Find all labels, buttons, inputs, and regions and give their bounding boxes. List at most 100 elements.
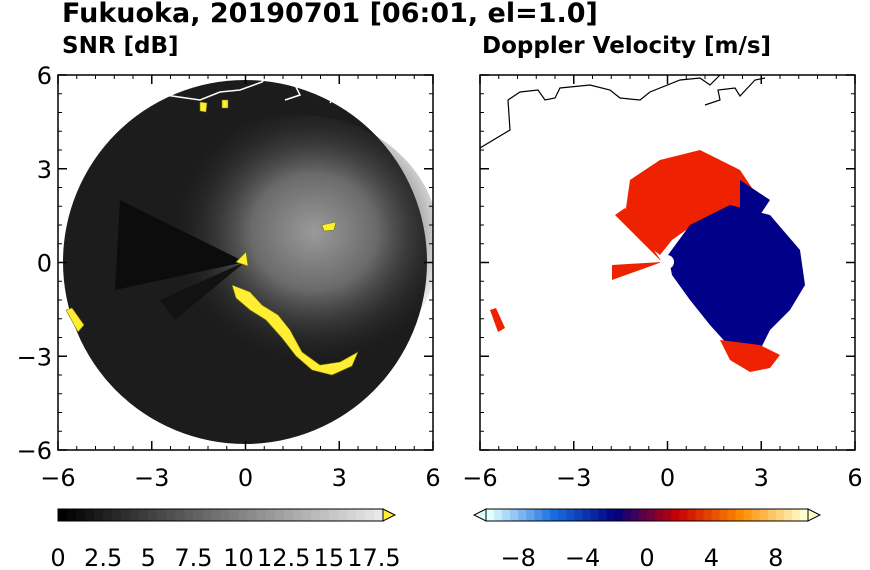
snr-colorbar-segment: [76, 509, 86, 521]
snr-shadow-sector: [115, 200, 245, 290]
snr-colorbar-segment: [67, 509, 77, 521]
velocity-positive-speckle: [720, 340, 780, 372]
snr-colorbar-segment: [121, 509, 131, 521]
snr-colorbar-segment: [337, 509, 348, 521]
snr-colorbar-segment: [130, 509, 140, 521]
velocity-colorbar-tick-label: 8: [768, 544, 783, 570]
velocity-colorbar-segment: [647, 509, 656, 521]
velocity-colorbar-segment: [494, 509, 503, 521]
velocity-positive-sector: [612, 262, 662, 280]
velocity-colorbar-extend-min: [472, 508, 487, 522]
velocity-colorbar-segment: [590, 509, 600, 521]
snr-colorbar-extend-arrow: [382, 508, 397, 522]
velocity-plot: [480, 75, 805, 372]
snr-colorbar-segment: [373, 509, 384, 521]
velocity-colorbar-tick-label: 0: [639, 544, 654, 570]
snr-colorbar-segment: [175, 509, 185, 521]
snr-colorbar-tick-label: 10: [223, 544, 254, 570]
velocity-negative-patch: [740, 180, 770, 215]
snr-colorbar-segment: [157, 509, 167, 521]
velocity-colorbar-segment: [743, 509, 753, 521]
snr-colorbar-tick-label: 12.5: [257, 544, 310, 570]
velocity-x-tick-label: −6: [462, 464, 497, 492]
velocity-colorbar-segment: [735, 509, 745, 521]
velocity-colorbar-extend-max: [807, 508, 822, 522]
snr-colorbar-segment: [346, 509, 357, 521]
snr-colorbar-segment: [139, 509, 149, 521]
velocity-colorbar-segment: [486, 509, 495, 521]
snr-colorbar-segment: [256, 509, 267, 521]
snr-colorbar-segment: [265, 509, 276, 521]
snr-colorbar-segment: [94, 509, 104, 521]
snr-panel-title: SNR [dB]: [62, 33, 179, 59]
velocity-positive-sector-2: [615, 208, 662, 262]
velocity-colorbar-tick-label: 4: [704, 544, 719, 570]
snr-shadow-sector-2: [160, 262, 245, 320]
snr-colorbar-segment: [283, 509, 294, 521]
velocity-colorbar-segment: [655, 509, 664, 521]
snr-colorbar-tick-label: 17.5: [347, 544, 400, 570]
snr-colorbar-frame: [57, 508, 384, 522]
snr-y-tick-label: 6: [37, 62, 52, 90]
snr-y-tick-label: −6: [17, 437, 52, 465]
velocity-colorbar-segment: [759, 509, 769, 521]
velocity-colorbar-segment: [558, 509, 567, 521]
velocity-colorbar-segment: [614, 509, 624, 521]
snr-colorbar-segment: [103, 509, 113, 521]
snr-colorbar-segment: [247, 509, 258, 521]
velocity-colorbar-segment: [502, 509, 511, 521]
snr-x-tick-label: 0: [238, 464, 253, 492]
snr-colorbar-segment: [229, 509, 240, 521]
velocity-plot-frame: [479, 74, 856, 451]
snr-colorbar-segment: [112, 509, 122, 521]
velocity-colorbar-segment: [719, 509, 728, 521]
velocity-colorbar-tick-label: −8: [501, 544, 536, 570]
snr-colorbar-segment: [328, 509, 339, 521]
snr-colorbar-tick-label: 7.5: [174, 544, 212, 570]
velocity-colorbar-tick-label: −4: [565, 544, 600, 570]
velocity-colorbar-segment: [687, 509, 696, 521]
velocity-negative-region: [668, 205, 805, 360]
snr-colorbar-segment: [58, 509, 68, 521]
velocity-colorbar-segment: [574, 509, 584, 521]
snr-colorbar-segment: [319, 509, 330, 521]
velocity-positive-edge: [490, 308, 505, 332]
snr-x-tick-label: 6: [425, 464, 440, 492]
velocity-colorbar-segment: [791, 509, 801, 521]
snr-colorbar-segment: [166, 509, 176, 521]
velocity-colorbar-segment: [606, 509, 616, 521]
velocity-colorbar-segment: [622, 509, 632, 521]
snr-colorbar-segment: [355, 509, 366, 521]
velocity-colorbar-segment: [510, 509, 519, 521]
velocity-colorbar-segment: [775, 509, 785, 521]
snr-colorbar-segment: [148, 509, 158, 521]
snr-colorbar-segment: [274, 509, 285, 521]
figure-title: Fukuoka, 20190701 [06:01, el=1.0]: [62, 0, 598, 29]
velocity-colorbar-segment: [767, 509, 777, 521]
velocity-positive-region: [625, 150, 760, 255]
snr-colorbar-segment: [220, 509, 231, 521]
snr-colorbar-segment: [85, 509, 95, 521]
snr-colorbar-tick-label: 15: [314, 544, 345, 570]
velocity-coastline: [480, 75, 721, 149]
snr-y-tick-label: −3: [17, 343, 52, 371]
snr-plot-frame: [57, 74, 434, 451]
velocity-colorbar-segment: [679, 509, 688, 521]
velocity-x-tick-label: 6: [847, 464, 862, 492]
velocity-panel-title: Doppler Velocity [m/s]: [482, 33, 772, 59]
snr-colorbar-segment: [202, 509, 212, 521]
velocity-colorbar-segment: [534, 509, 543, 521]
velocity-colorbar-segment: [671, 509, 680, 521]
velocity-coastline-2: [704, 77, 766, 106]
velocity-colorbar-segment: [663, 509, 672, 521]
snr-colorbar-segment: [184, 509, 194, 521]
velocity-colorbar-segment: [550, 509, 559, 521]
velocity-colorbar-segment: [582, 509, 592, 521]
velocity-colorbar-segment: [711, 509, 720, 521]
snr-plot: [63, 75, 433, 444]
snr-x-tick-label: −3: [134, 464, 169, 492]
velocity-colorbar-segment: [727, 509, 737, 521]
snr-saturated-echoes: [65, 99, 359, 376]
snr-colorbar-segment: [292, 509, 303, 521]
